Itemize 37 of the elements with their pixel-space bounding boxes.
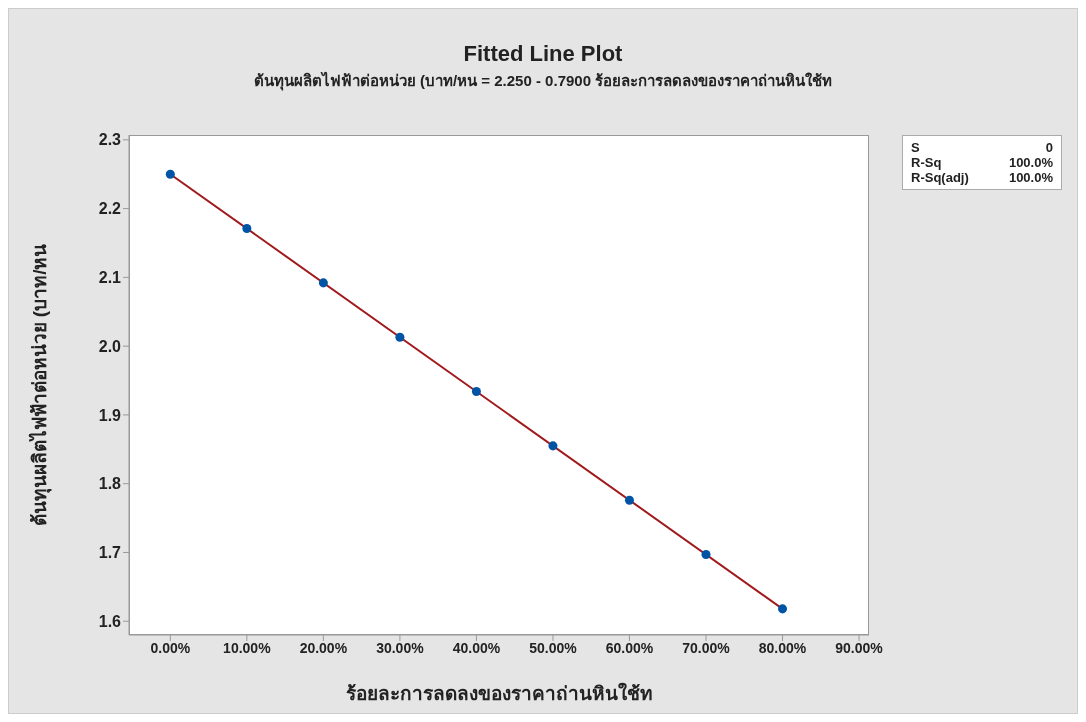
text: 100.0%: [1008, 155, 1053, 170]
point: [548, 441, 558, 451]
x-tick-label: 70.00%: [682, 639, 731, 656]
x-tick-label: 0.00%: [150, 639, 191, 656]
point: [778, 604, 788, 614]
point: [395, 332, 405, 342]
x-tick-label: 60.00%: [605, 639, 654, 656]
y-axis-title: ต้นทุนผลิตไฟฟ้าต่อหน่วย (บาท/หน: [27, 243, 52, 527]
x-tick-label: 40.00%: [452, 639, 501, 656]
y-tick-label: 1.9: [98, 406, 122, 424]
point: [471, 387, 481, 397]
y-tick-label: 2.1: [98, 269, 122, 287]
y-tick-label: 2.3: [98, 131, 122, 149]
x-tick-label: 10.00%: [223, 639, 272, 656]
text: S: [911, 140, 920, 155]
text: R-Sq(adj): [911, 170, 969, 185]
y-tick-label: 2.0: [98, 337, 122, 355]
text: R-Sq: [911, 155, 942, 170]
x-tick-label: 30.00%: [376, 639, 425, 656]
y-tick-label: 2.2: [98, 200, 122, 218]
text: 0: [1045, 140, 1053, 155]
y-tick-label: 1.6: [98, 612, 122, 630]
x-axis-title: ร้อยละการลดลงของราคาถ่านหินใช้ท: [345, 682, 653, 704]
text: 100.0%: [1008, 170, 1053, 185]
x-tick-label: 50.00%: [529, 639, 578, 656]
x-tick-label: 80.00%: [758, 639, 807, 656]
point: [624, 495, 634, 505]
x-tick-label: 20.00%: [299, 639, 348, 656]
y-tick-label: 1.7: [98, 544, 122, 562]
chart-title: Fitted Line Plot: [462, 41, 624, 67]
point: [242, 224, 252, 234]
y-tick-label: 1.8: [98, 475, 122, 493]
x-tick-label: 90.00%: [835, 639, 884, 656]
point: [318, 278, 328, 288]
point: [701, 550, 711, 560]
point: [165, 169, 175, 179]
chart-subtitle: ต้นทุนผลิตไฟฟ้าต่อหน่วย (บาท/หน = 2.250 - 0.7900 ร้อยละการลดลงของราคาถ่านหินใช้ท: [252, 70, 834, 93]
